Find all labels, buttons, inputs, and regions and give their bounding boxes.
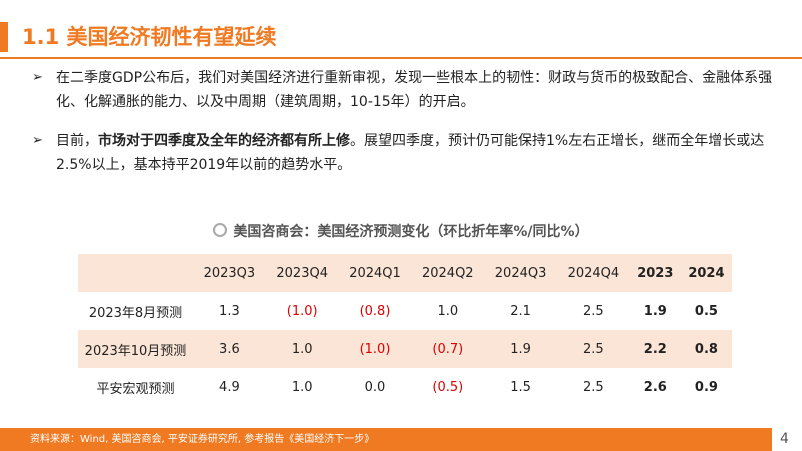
cell: 2.5 bbox=[583, 303, 604, 319]
title: 1.1 美国经济韧性有望延续 bbox=[22, 25, 277, 49]
header-cell: 2024Q3 bbox=[494, 265, 547, 281]
header-cell: 2024Q2 bbox=[421, 265, 474, 281]
table: 2023Q3 2023Q4 2024Q1 2024Q2 2024Q3 2024Q4 2023… bbox=[78, 254, 732, 406]
table-row: 平安宏观预测 4.9 1.0 0.0 (0.5) 1.5 2.5 2.6 0.9 bbox=[78, 368, 732, 406]
header-cell: 2023 bbox=[637, 265, 674, 281]
table-caption: 美国咨商会：美国经济预测变化（环比折年率%/同比%） bbox=[0, 221, 802, 241]
cell: 1.0 bbox=[291, 379, 313, 395]
table-row: 2023年10月预测 3.6 1.0 (1.0) (0.7) 1.9 2.5 2.2 0.8 bbox=[78, 330, 732, 368]
caption-text: 美国咨商会：美国经济预测变化（环比折年率%/同比%） bbox=[233, 224, 589, 240]
cell: 1.0 bbox=[291, 341, 313, 357]
header-cell: 2023Q3 bbox=[203, 265, 256, 281]
text: 目前， bbox=[56, 133, 98, 149]
icon bbox=[213, 223, 228, 237]
cell: 1.3 bbox=[219, 303, 240, 319]
cell: (0.7) bbox=[432, 341, 464, 357]
bold-text: 市场对于四季度及全年的经济都有所上修 bbox=[98, 133, 350, 149]
title-bar bbox=[0, 22, 8, 52]
cell: (1.0) bbox=[286, 303, 318, 319]
cell: 2.6 bbox=[643, 379, 667, 395]
cell: (1.0) bbox=[359, 341, 391, 357]
header-cell bbox=[78, 254, 193, 292]
cell: 1.9 bbox=[510, 341, 531, 357]
header-cell: 2023Q4 bbox=[276, 265, 328, 281]
source: 资料来源：Wind, 美国咨商会, 平安证券研究所, 参考报告《美国经济下一步》 bbox=[30, 434, 375, 445]
cell: 2.5 bbox=[583, 379, 604, 395]
title-rule bbox=[0, 57, 802, 59]
cell: 2.2 bbox=[643, 341, 667, 357]
row-label: 2023年8月预测 bbox=[88, 305, 183, 321]
page-number: 4 bbox=[780, 431, 789, 447]
header-cell: 2024Q4 bbox=[567, 265, 620, 281]
cell: 0.8 bbox=[694, 341, 718, 357]
bullet: 在二季度GDP公布后，我们对美国经济进行重新审视，发现一些根本上的韧性：财政与货… bbox=[32, 66, 796, 114]
table-row: 2023年8月预测 1.3 (1.0) (0.8) 1.0 2.1 2.5 1.9 0.5 bbox=[78, 292, 732, 330]
cell: 3.6 bbox=[219, 341, 240, 357]
header-cell: 2024Q1 bbox=[349, 265, 401, 281]
cell: (0.8) bbox=[359, 303, 391, 319]
cell: 0.0 bbox=[364, 379, 386, 395]
text: 。展望四季度，预计仍可能保持1%左右正增长，继而全年增长或达2.5%以上，基本持… bbox=[56, 133, 765, 173]
cell: 0.9 bbox=[694, 379, 718, 395]
header-row: 2023Q3 2023Q4 2024Q1 2024Q2 2024Q3 2024Q4 2023… bbox=[78, 254, 732, 292]
cell: 1.0 bbox=[437, 303, 459, 319]
footer: 资料来源：Wind, 美国咨商会, 平安证券研究所, 参考报告《美国经济下一步》 bbox=[0, 428, 772, 451]
cell: 1.5 bbox=[510, 379, 531, 395]
bullet: 目前，市场对于四季度及全年的经济都有所上修。展望四季度，预计仍可能保持1%左右正… bbox=[32, 129, 796, 177]
cell: 2.5 bbox=[583, 341, 604, 357]
row-label: 平安宏观预测 bbox=[96, 381, 175, 397]
row-label: 2023年10月预测 bbox=[84, 343, 187, 359]
cell: 4.9 bbox=[219, 379, 240, 395]
cell: 0.5 bbox=[694, 303, 718, 319]
header-cell: 2024 bbox=[688, 265, 725, 281]
cell: 1.9 bbox=[643, 303, 667, 319]
cell: 2.1 bbox=[510, 303, 531, 319]
text: 在二季度GDP公布后，我们对美国经济进行重新审视，发现一些根本上的韧性：财政与货… bbox=[56, 70, 773, 110]
cell: (0.5) bbox=[432, 379, 464, 395]
